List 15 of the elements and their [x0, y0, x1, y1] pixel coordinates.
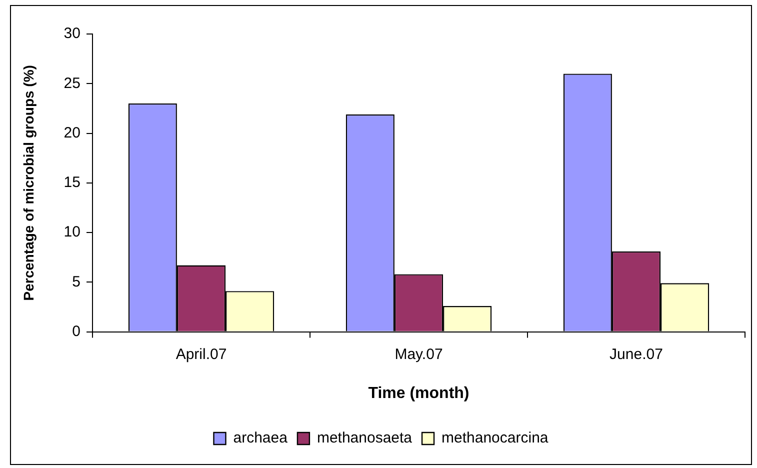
legend-label: methanosaeta	[316, 430, 413, 447]
x-tick-label: June.07	[610, 346, 663, 363]
y-tick-label: 30	[64, 25, 80, 42]
y-tick-label: 10	[64, 224, 80, 241]
y-tick-label: 5	[72, 273, 80, 290]
y-tick-label: 25	[64, 74, 80, 92]
y-tick-label: 0	[72, 322, 80, 340]
legend-label: archaea	[233, 430, 288, 447]
x-axis-title: Time (month)	[368, 384, 470, 402]
y-tick-label: 20	[64, 124, 80, 142]
legend-label: methanocarcina	[442, 430, 549, 447]
y-axis-title: Percentage of microbial groups (%)	[20, 65, 36, 301]
x-tick-label: April.07	[176, 346, 227, 363]
y-tick-label: 15	[64, 174, 80, 192]
x-tick-label: May.07	[394, 346, 443, 363]
